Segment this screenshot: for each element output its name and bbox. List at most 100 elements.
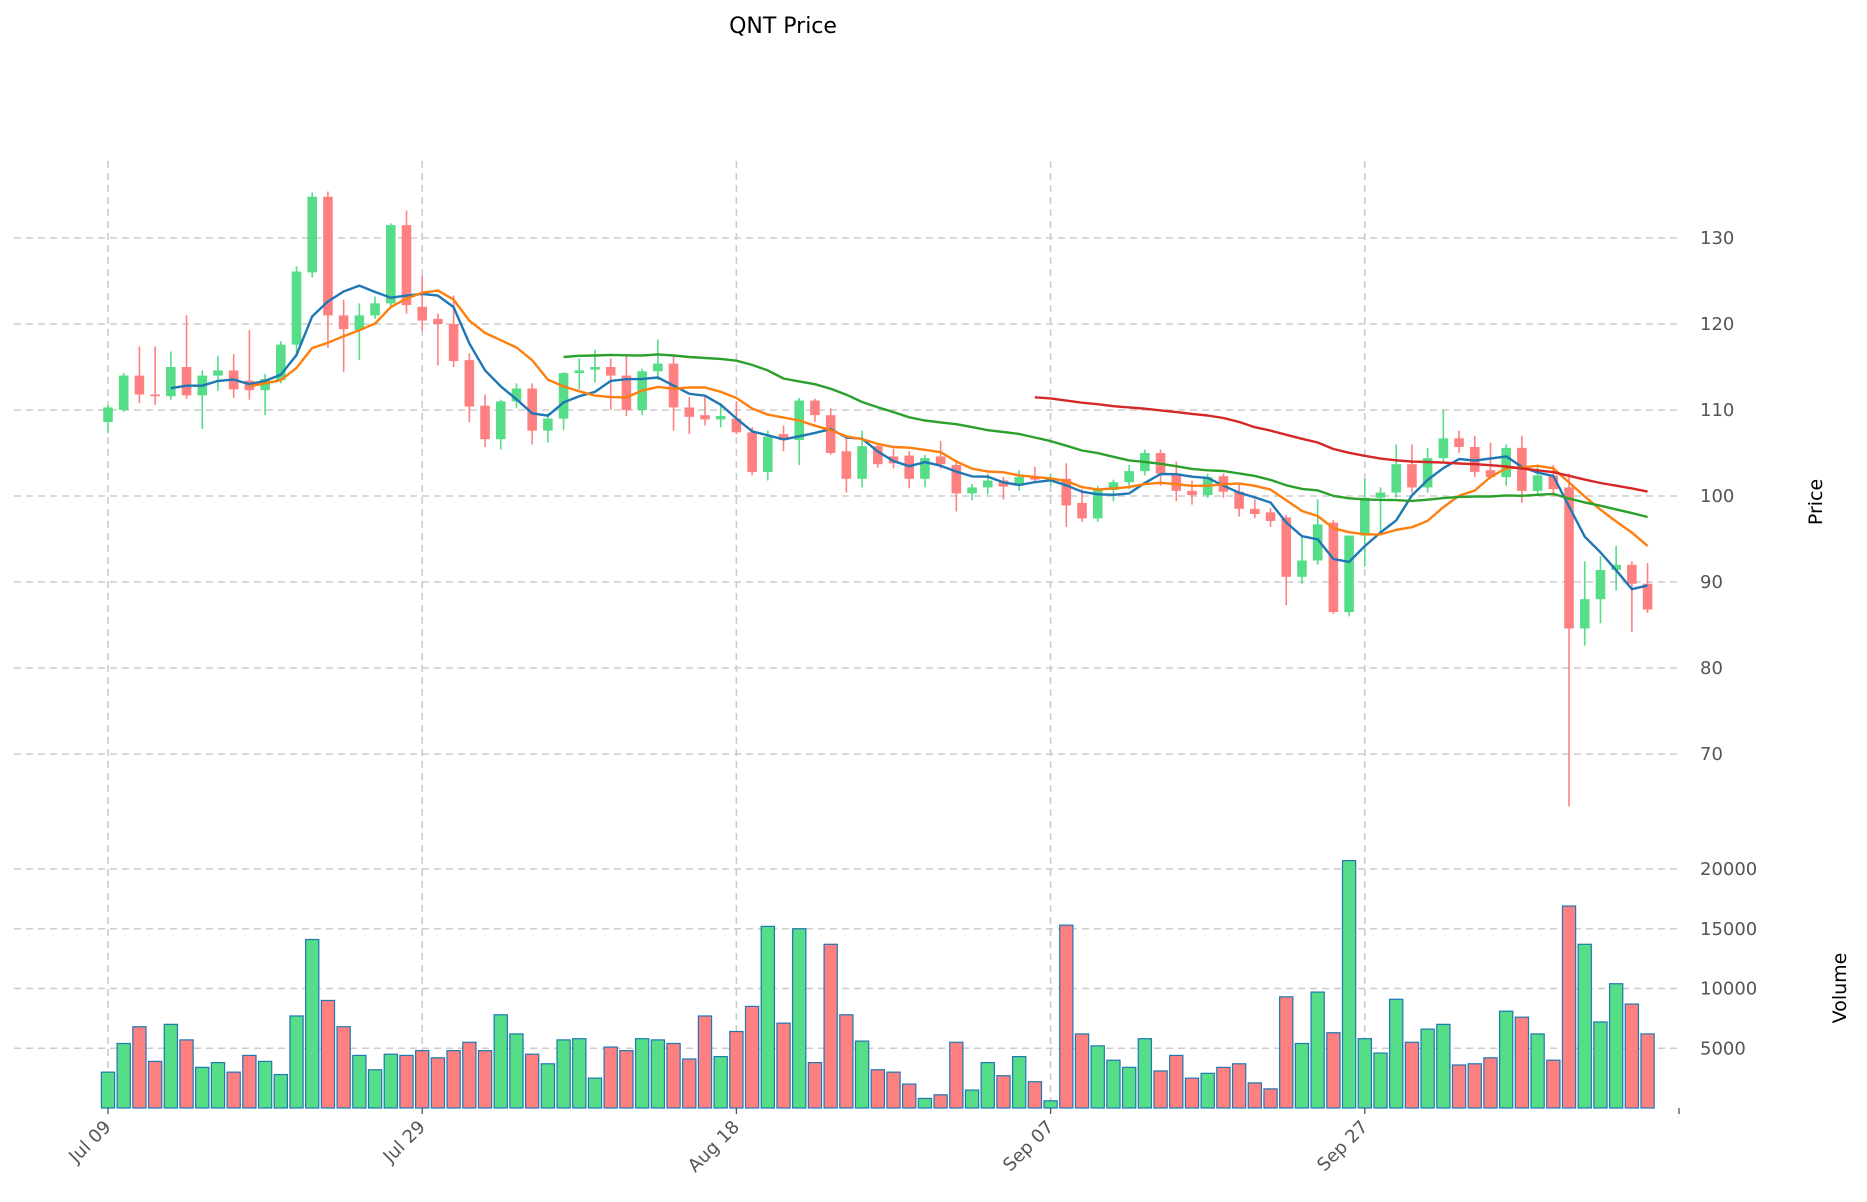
volume-bar (430, 1057, 446, 1109)
candle-body (1501, 447, 1511, 478)
volume-bar (1404, 1041, 1420, 1109)
candle (276, 341, 286, 384)
candle-body (920, 458, 930, 479)
candle-body (558, 373, 569, 419)
candle-body (464, 360, 475, 407)
candle (1344, 535, 1354, 617)
volume-bar (1184, 1077, 1200, 1109)
candle (166, 351, 176, 400)
volume-bar (1577, 943, 1592, 1109)
volume-bar (729, 1030, 744, 1109)
candle (1375, 487, 1386, 536)
candle (1548, 465, 1559, 496)
candle-body (1014, 477, 1024, 486)
candle (951, 459, 962, 512)
volume-bar (713, 1056, 728, 1109)
volume-bar (1106, 1059, 1121, 1109)
candle-body (1611, 564, 1621, 570)
volume-bar (1467, 1063, 1482, 1109)
candle (1124, 465, 1134, 490)
volume-bar (886, 1071, 901, 1109)
volume-bar (1561, 905, 1577, 1109)
volume-bar (917, 1097, 933, 1109)
candle-body (1407, 464, 1417, 488)
volume-bar (1279, 996, 1294, 1109)
candle-body (385, 225, 396, 304)
volume-bar (147, 1060, 163, 1109)
volume-tick-label: 5000 (1700, 1038, 1746, 1059)
volume-bar (870, 1069, 885, 1109)
candle (1171, 461, 1182, 502)
candle (1391, 444, 1402, 498)
candle-body (574, 370, 585, 374)
candle-body (1532, 475, 1543, 491)
ma5-line (170, 284, 1648, 591)
volume-tick-label: 10000 (1700, 979, 1757, 1000)
date-tick-label: Jul 09 (64, 1117, 115, 1168)
candle (1627, 561, 1637, 632)
candle-body (841, 451, 852, 479)
candle (1454, 430, 1464, 453)
volume-bar (226, 1071, 241, 1109)
volume-bar (1169, 1054, 1184, 1109)
candle-body (134, 375, 145, 395)
volume-bar (666, 1042, 681, 1109)
candle (747, 427, 757, 476)
candle-body (150, 394, 160, 397)
volume-bar (132, 1026, 147, 1109)
volume-bar (116, 1042, 131, 1109)
candle (417, 275, 427, 331)
candle (841, 435, 852, 493)
candle-body (825, 415, 836, 453)
volume-bar (1326, 1032, 1341, 1109)
volume-bar (1216, 1066, 1231, 1109)
candle (1061, 463, 1072, 527)
candle-body (103, 407, 113, 423)
candle (967, 483, 977, 501)
candle-body (1595, 569, 1606, 600)
candle (684, 397, 695, 435)
volume-bar (1074, 1033, 1090, 1109)
date-tick-label: Sep 27 (1313, 1117, 1372, 1176)
candle-body (1124, 471, 1134, 483)
candle-body (276, 344, 286, 380)
candle-body (1297, 560, 1307, 577)
candle (1407, 444, 1417, 493)
candle-body (1627, 564, 1637, 584)
candle-body (1438, 438, 1449, 459)
volume-bar (1389, 998, 1404, 1109)
candle (1469, 435, 1480, 478)
candle-body (1281, 517, 1292, 577)
volume-bar (1608, 983, 1624, 1109)
volume-bar (540, 1063, 556, 1109)
candle-body (1092, 489, 1103, 519)
volume-bar (603, 1046, 618, 1109)
candle (228, 354, 239, 398)
volume-tick-label: 20000 (1700, 859, 1757, 880)
volume-bar (776, 1022, 791, 1109)
volume-bar (305, 938, 320, 1109)
price-tick-label: 100 (1700, 486, 1734, 507)
date-tick-label: Aug 18 (684, 1117, 744, 1177)
candle (700, 396, 710, 426)
volume-bar (619, 1050, 634, 1109)
candle (1501, 444, 1511, 486)
price-tick-label: 130 (1700, 228, 1734, 249)
volume-axis-label: Volume (1829, 953, 1851, 1024)
candle (1422, 447, 1433, 493)
candle (920, 454, 930, 488)
candle-body (684, 407, 695, 417)
candle-body (778, 434, 789, 441)
volume-bars (100, 860, 1655, 1109)
candle (1595, 556, 1606, 624)
volume-bar (682, 1058, 697, 1109)
candle-body (417, 306, 427, 321)
volume-bar (823, 943, 838, 1109)
candle-body (1642, 583, 1653, 610)
candle-body (951, 465, 962, 494)
volume-bar (1640, 1033, 1655, 1109)
gridlines (14, 161, 1678, 1108)
candle (1250, 499, 1260, 519)
volume-bar (367, 1069, 383, 1109)
volume-bar (1310, 991, 1325, 1109)
